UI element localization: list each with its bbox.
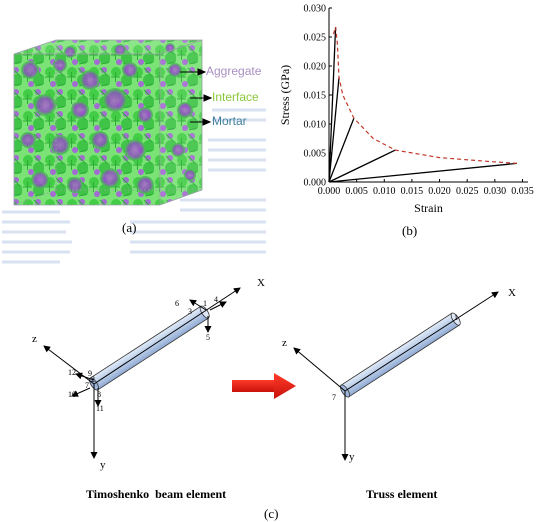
truss-caption: Truss element xyxy=(366,487,438,501)
loading-line-2 xyxy=(328,77,340,183)
beam-z-axis-label: z xyxy=(32,333,37,345)
x-tick-label: 0.025 xyxy=(456,186,479,197)
aggregate-particle xyxy=(50,135,70,155)
panel-b-label: (b) xyxy=(402,223,418,238)
aggregate-particle xyxy=(177,102,193,118)
x-axis-label: Strain xyxy=(414,201,443,215)
truss-z-axis-label: z xyxy=(282,337,287,349)
beam-dof-number: 2 xyxy=(91,375,95,384)
envelope-curve xyxy=(332,26,517,164)
beam-dof-number: 4 xyxy=(214,295,218,304)
aggregate-particle xyxy=(168,63,182,77)
aggregate-particle xyxy=(124,139,146,161)
beam-dof-number: 11 xyxy=(96,404,104,413)
aggregate-particle xyxy=(100,168,120,188)
loading-line-3 xyxy=(328,117,355,183)
x-tick-label: 0.000 xyxy=(318,186,341,197)
aggregate-particle xyxy=(34,94,56,116)
x-tick-label: 0.030 xyxy=(484,186,507,197)
aggregate-particle xyxy=(80,70,100,90)
transform-arrow xyxy=(232,373,296,399)
timoshenko-beam xyxy=(43,287,241,459)
aggregate-particle xyxy=(114,44,126,56)
aggregate-particle xyxy=(67,177,83,193)
x-tick-label: 0.020 xyxy=(428,186,451,197)
y-tick-label: 0.020 xyxy=(304,62,327,73)
y-tick-label: 0.000 xyxy=(304,178,327,189)
beam-dof-number: 7 xyxy=(85,381,89,390)
y-tick-label: 0.025 xyxy=(304,33,327,44)
x-tick-label: 0.035 xyxy=(511,186,534,197)
x-tick-label: 0.015 xyxy=(401,186,424,197)
aggregate-particle xyxy=(64,46,76,58)
beam-node-numbers: 1 3 4 5 6 7 8 9 10 11 12 2 xyxy=(68,295,218,413)
x-tick-label: 0.010 xyxy=(373,186,396,197)
beam-y-axis-label: y xyxy=(100,459,106,471)
aggregate-particle xyxy=(53,58,67,72)
beam-dof-number: 8 xyxy=(97,390,101,399)
truss-x-axis-label: X xyxy=(508,287,516,299)
loading-line-1 xyxy=(328,27,337,183)
loading-line-4 xyxy=(328,149,396,183)
beam-dof-number: 6 xyxy=(175,299,179,308)
aggregate-particle xyxy=(184,169,196,181)
truss-node-number: 7 xyxy=(332,393,336,402)
beam-dof-number: 1 xyxy=(203,299,207,308)
aggregate-particle xyxy=(91,131,109,149)
aggregate-particle xyxy=(71,101,89,119)
beam-dof-number: 5 xyxy=(206,333,210,342)
panel-c-label: (c) xyxy=(264,506,279,521)
beam-dof-number: 12 xyxy=(68,368,76,377)
aggregate-particle xyxy=(136,176,154,194)
concrete-mesostructure-cube xyxy=(2,39,266,264)
aggregate-particle xyxy=(21,61,39,79)
beam-dof-number: 10 xyxy=(68,390,76,399)
x-tick-label: 0.005 xyxy=(345,186,368,197)
aggregate-particle xyxy=(122,62,138,78)
beam-dof-number: 9 xyxy=(88,369,92,378)
element-diagram: 1 3 4 5 6 7 8 9 10 11 12 2 X z y xyxy=(32,277,516,471)
stress-strain-chart: 0.000 0.005 0.010 0.015 0.020 0.025 0.030 0.035… xyxy=(278,4,534,216)
aggregate-particle xyxy=(31,171,49,189)
legend-interface: Interface xyxy=(212,90,259,104)
legend-aggregate: Aggregate xyxy=(206,64,262,78)
truss-element xyxy=(293,291,499,461)
aggregate-particle xyxy=(171,143,185,157)
aggregate-particle xyxy=(103,88,127,112)
y-tick-label: 0.005 xyxy=(304,149,327,160)
beam-dof-number: 3 xyxy=(188,307,192,316)
truss-node-number: 1 xyxy=(454,313,458,322)
loading-line-5 xyxy=(328,162,517,183)
y-tick-label: 0.015 xyxy=(304,91,327,102)
beam-caption: Timoshenko beam element xyxy=(86,487,227,501)
aggregate-particle xyxy=(165,43,175,53)
panel-a-label: (a) xyxy=(122,220,137,235)
y-tick-label: 0.010 xyxy=(304,120,327,131)
aggregate-particle xyxy=(137,107,153,123)
y-axis-label: Stress (GPa) xyxy=(278,65,292,125)
legend-mortar: Mortar xyxy=(212,114,247,128)
y-tick-label: 0.030 xyxy=(304,4,327,15)
truss-y-axis-label: y xyxy=(349,451,355,463)
aggregate-particle xyxy=(20,132,36,148)
beam-x-axis-label: X xyxy=(257,277,265,289)
